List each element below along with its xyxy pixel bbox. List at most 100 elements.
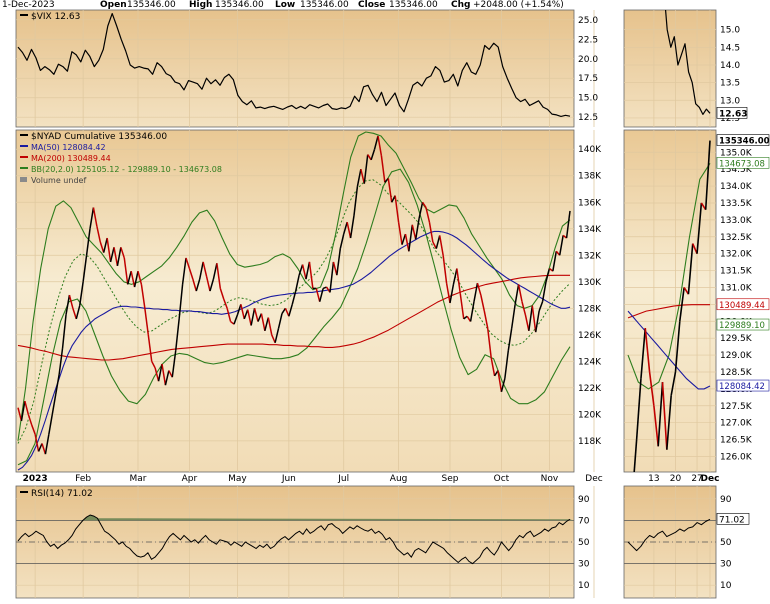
header-low-value: 135346.00 [300, 0, 349, 10]
vix-value-label: 12.63 [716, 107, 748, 119]
ma50-legend-swatch [20, 145, 28, 147]
nyad-segment [294, 274, 300, 292]
nyad-segment [459, 293, 465, 319]
nyad-segment [267, 317, 273, 335]
bb-legend-swatch [20, 167, 28, 169]
rsi-value-label: 71.02 [716, 512, 750, 525]
nyad-segment [72, 308, 77, 320]
zoom-x-tick-label: 27 [691, 474, 702, 484]
x-tick-label: Feb [75, 474, 91, 484]
x-tick-label: Jul [337, 474, 349, 484]
zoom-nyad-segment [648, 371, 655, 406]
nyad-segment [315, 288, 321, 302]
header-bar: 1-Dec-2023 Open 135346.00 High 135346.00… [2, 0, 564, 10]
nyad-segment [34, 434, 40, 452]
nyad-segment [452, 268, 458, 285]
price-value-label-box [716, 379, 770, 392]
zoom-x-tick-label: Dec [701, 474, 720, 484]
ma200-legend-swatch [20, 156, 28, 158]
nyad-segment [545, 268, 551, 282]
zoom-nyad-segment [670, 371, 677, 396]
nyad-segment [356, 168, 362, 187]
nyad-segment [58, 347, 64, 375]
price-y-tick-label: 128K [578, 304, 602, 314]
price-value-label: 129889.10 [716, 318, 770, 331]
nyad-segment [274, 328, 280, 343]
vix-zoom-y-tick-label: 13.0 [720, 96, 740, 106]
grid-layer [16, 10, 716, 598]
x-tick-label: 2023 [23, 474, 48, 484]
nyad-segment [349, 215, 355, 239]
rsi-y-tick-label: 30 [578, 560, 590, 570]
nyad-segment [20, 400, 26, 422]
nyad-segment [483, 310, 489, 329]
nyad-segment [116, 247, 122, 267]
nyad-segment [226, 308, 232, 322]
zoom-x-tick-label: 13 [648, 474, 659, 484]
header-date: 1-Dec-2023 [2, 0, 55, 10]
nyad-segment [48, 414, 54, 435]
ma50-line [17, 230, 571, 471]
nyad-segment [27, 414, 33, 426]
nyad-segment [137, 270, 143, 285]
nyad-segment [531, 305, 537, 333]
nyad-segment [360, 168, 366, 184]
nyad-segment [425, 207, 431, 223]
price-value-label: 130489.44 [716, 298, 770, 311]
rsi-legend-text: RSI(14) 71.02 [31, 489, 93, 499]
zoom-nyad-segment [666, 395, 672, 450]
header-high-label: High [189, 0, 212, 10]
vix-y-tick-label: 15.0 [578, 94, 598, 104]
nyad-segment [192, 278, 198, 292]
vix-value-label-box [716, 107, 748, 119]
zoom-nyad-segment [644, 327, 651, 373]
price-value-label-box [716, 134, 770, 146]
nyad-segment [394, 195, 400, 223]
nyad-segment [120, 247, 125, 259]
price-zoom-y-tick-label: 132.0K [720, 250, 753, 260]
nyad-segment [353, 186, 359, 216]
nyad-segment [445, 282, 451, 304]
nyad-segment [219, 288, 225, 300]
header-low-label: Low [275, 0, 295, 10]
zoom-nyad-segment [635, 378, 642, 440]
nyad-segment [476, 282, 482, 296]
nyad-segment [140, 284, 146, 309]
price-value-label-text: 128084.42 [719, 382, 765, 392]
price-panel [15, 129, 575, 473]
price-zoom-y-tick-label: 126.0K [720, 452, 753, 462]
nyad-segment [524, 314, 530, 331]
nyad-segment [257, 313, 263, 322]
nyad-segment [514, 284, 520, 305]
x-tick-label: Sep [442, 474, 459, 484]
nyad-segment [322, 286, 327, 290]
zoom-nyad-segment [653, 405, 660, 447]
nyad-segment [329, 261, 335, 293]
nyad-segment [421, 201, 427, 208]
header-chg-label: Chg [451, 0, 470, 10]
nyad-segment [99, 241, 105, 253]
nyad-segment [373, 135, 379, 150]
nyad-segment [151, 360, 156, 369]
zoom-x-tick-label: 20 [670, 474, 682, 484]
nyad-segment [414, 218, 420, 240]
nyad-segment [486, 328, 492, 358]
vix-legend-swatch [20, 14, 28, 16]
nyad-segment [377, 135, 383, 156]
vix-zoom-line [664, 10, 711, 116]
nyad-segment [332, 261, 338, 276]
nyad-segment [113, 247, 119, 267]
nyad-segment [96, 225, 102, 243]
nyad-segment [510, 304, 516, 329]
nyad-segment [534, 310, 540, 333]
price-y-tick-label: 140K [578, 145, 602, 155]
bb-middle-line [17, 179, 571, 444]
ma200-legend-text: MA(200) 130489.44 [31, 154, 111, 163]
rsi-zoom-y-tick-label: 30 [720, 560, 732, 570]
nyad-segment [130, 271, 136, 288]
price-zoom-y-tick-label: 128.5K [720, 368, 753, 378]
nyad-segment [363, 154, 369, 184]
nyad-segment [154, 367, 160, 382]
zoom-nyad-segment [633, 439, 638, 472]
